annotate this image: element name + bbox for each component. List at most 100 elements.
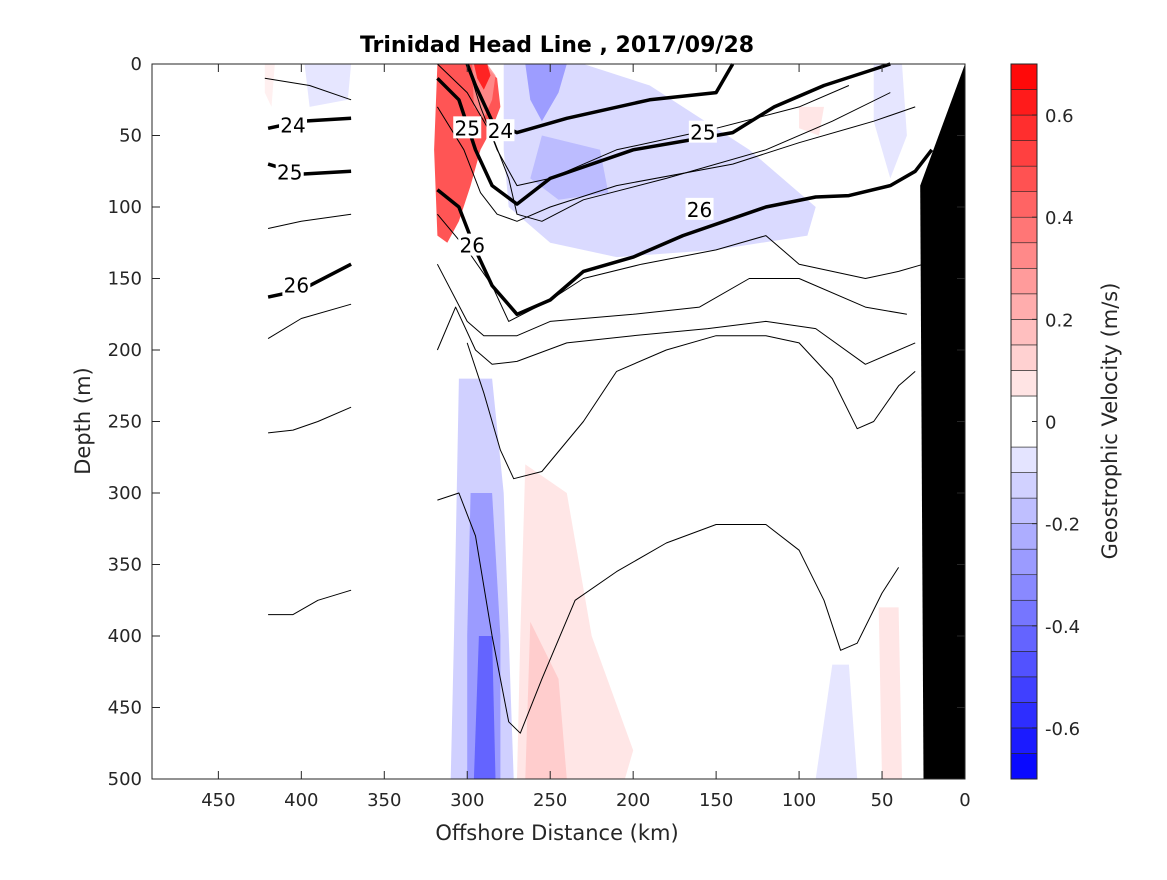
isopycnal-line	[437, 492, 900, 734]
colorbar-ticks: 0.6 0.4 0.2 0 -0.2 -0.4 -0.6	[1032, 106, 1080, 740]
y-tick-label: 450	[108, 698, 142, 719]
contour-label: 25	[455, 116, 480, 140]
velocity-region-northward	[264, 64, 275, 107]
isopycnal-line	[437, 213, 924, 322]
velocity-region-southward	[304, 64, 352, 107]
colorbar-swatch	[1010, 523, 1038, 550]
contour-label: 24	[280, 113, 305, 137]
x-tick-label: 0	[959, 790, 970, 811]
isopycnal-line	[436, 263, 907, 337]
contour-label-background	[279, 113, 308, 136]
y-tick-label: 50	[119, 126, 142, 147]
colorbar-tick-label: -0.2	[1045, 515, 1080, 536]
contour-label-background	[688, 120, 717, 143]
colorbar-swatch	[1010, 89, 1038, 116]
x-axis: 450 400 350 300 250 200 150 100 50 0	[201, 64, 971, 811]
x-tick-label: 100	[782, 790, 816, 811]
colorbar-swatch	[1010, 574, 1038, 601]
contour-label: 25	[690, 121, 715, 145]
x-tick-label: 300	[450, 790, 484, 811]
colorbar-swatch	[1010, 267, 1038, 295]
colorbar-label: Geostrophic Velocity (m/s)	[1098, 283, 1122, 560]
isopycnal-line-major	[436, 148, 934, 317]
x-tick-label: 200	[616, 790, 650, 811]
contour-label-background	[275, 160, 304, 183]
y-tick-label: 250	[108, 412, 142, 433]
y-tick-label: 200	[108, 340, 142, 361]
isopycnal-labels: 24 25 26 25 24 26 25 26	[275, 113, 717, 298]
y-tick-label: 300	[108, 483, 142, 504]
velocity-region-southward	[503, 64, 816, 258]
velocity-region-southward	[473, 636, 496, 779]
colorbar-swatch	[1010, 676, 1038, 703]
isopycnal-line	[268, 589, 352, 616]
contour-label: 25	[277, 161, 302, 185]
seafloor-shape	[920, 64, 965, 779]
x-tick-label: 450	[201, 790, 235, 811]
x-tick-label: 150	[699, 790, 733, 811]
isopycnal-line	[268, 406, 352, 434]
contour-label: 26	[459, 234, 484, 258]
x-axis-label: Offshore Distance (km)	[435, 821, 678, 845]
colorbar-swatch	[1010, 114, 1038, 141]
isopycnal-line	[436, 106, 916, 222]
isopycnal-line	[267, 303, 352, 340]
colorbar-swatch	[1010, 216, 1038, 244]
x-tick-label: 50	[871, 790, 894, 811]
colorbar-swatch	[1010, 63, 1038, 90]
colorbar-swatch	[1010, 140, 1038, 167]
colorbar-swatch	[1010, 599, 1038, 627]
contour-label-background	[282, 273, 311, 296]
colorbar-swatch	[1010, 753, 1038, 780]
isopycnal-line	[466, 335, 916, 480]
velocity-region-northward	[525, 621, 567, 779]
contour-label-background	[486, 119, 515, 142]
colorbar-swatch	[1010, 446, 1038, 473]
colorbar-swatch	[1010, 497, 1038, 524]
y-tick-label: 350	[108, 555, 142, 576]
bathymetry	[920, 64, 965, 779]
velocity-region-southward	[873, 64, 907, 179]
x-tick-label: 350	[367, 790, 401, 811]
colorbar-swatch	[1010, 191, 1038, 218]
isopycnal-line-major	[465, 63, 735, 135]
isopycnal-line	[267, 213, 352, 229]
colorbar-swatch	[1010, 472, 1038, 499]
colorbar-swatch	[1010, 625, 1038, 652]
isopycnal-line	[437, 63, 891, 222]
velocity-region-southward	[815, 664, 858, 779]
contour-label: 24	[488, 119, 513, 143]
y-tick-label: 100	[108, 197, 142, 218]
colorbar-tick-label: 0.6	[1045, 106, 1074, 127]
y-tick-label: 150	[108, 269, 142, 290]
x-tick-label: 400	[284, 790, 318, 811]
velocity-region-northward	[799, 106, 824, 136]
velocity-region-northward	[473, 64, 491, 90]
y-tick-label: 400	[108, 626, 142, 647]
isopycnal-line	[436, 306, 916, 365]
y-axis-label: Depth (m)	[71, 367, 95, 474]
colorbar-swatch	[1010, 344, 1038, 371]
chart-title: Trinidad Head Line , 2017/09/28	[360, 33, 754, 58]
colorbar-tick-label: -0.4	[1045, 617, 1080, 638]
colorbar-swatch	[1010, 293, 1038, 320]
y-axis: 0 50 100 150 200 250 300 350 400 450 500	[108, 54, 965, 790]
contour-label: 26	[284, 274, 309, 298]
velocity-region-southward	[530, 135, 609, 200]
contour-label: 26	[687, 198, 712, 222]
colorbar-swatch	[1010, 165, 1038, 192]
colorbar-tick-label: 0.2	[1045, 310, 1074, 331]
contour-label-background	[458, 233, 487, 256]
colorbar: 0.6 0.4 0.2 0 -0.2 -0.4 -0.6 Geostrophic Veloc…	[1010, 63, 1122, 780]
colorbar-tick-label: -0.6	[1045, 719, 1080, 740]
plot-area: 24 25 26 25 24 26 25 26	[151, 62, 966, 780]
colorbar-swatch	[1010, 727, 1038, 754]
colorbar-swatch	[1010, 319, 1038, 346]
velocity-field	[264, 64, 907, 779]
contour-label-background	[453, 116, 482, 139]
y-tick-label: 0	[131, 54, 142, 75]
x-tick-label: 250	[533, 790, 567, 811]
colorbar-swatch	[1010, 651, 1038, 678]
colorbar-swatch	[1010, 242, 1038, 269]
